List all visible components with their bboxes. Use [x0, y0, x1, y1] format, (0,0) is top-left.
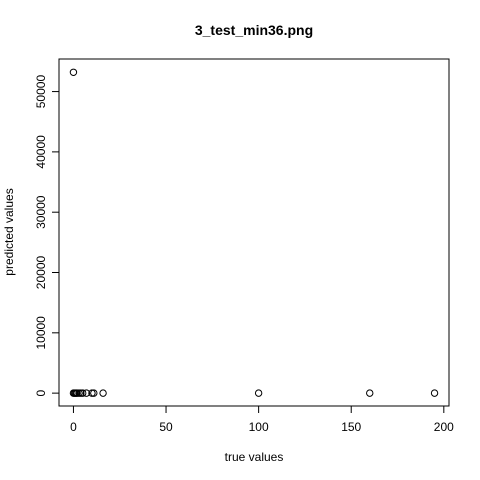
y-tick-label: 0	[34, 389, 48, 396]
data-point	[79, 389, 87, 397]
x-axis-label: true values	[225, 450, 284, 464]
y-tick-label: 30000	[34, 195, 48, 229]
data-point	[82, 389, 91, 397]
plot-frame	[58, 58, 450, 407]
x-axis: 0 50 100 150 200	[70, 405, 454, 434]
x-tick-label: 150	[341, 420, 361, 434]
x-tick-label: 50	[159, 420, 173, 434]
data-point	[254, 389, 263, 397]
data-point	[90, 389, 98, 397]
x-tick-label: 100	[249, 420, 269, 434]
data-point	[99, 389, 107, 397]
y-axis: 0 10000 20000 30000 40000 50000	[34, 75, 60, 396]
data-point	[366, 389, 374, 397]
chart-title: 3_test_min36.png	[195, 22, 313, 38]
data-point	[69, 68, 78, 76]
x-tick-label: 200	[434, 420, 454, 434]
y-tick-label: 20000	[34, 256, 48, 290]
data-point	[430, 389, 439, 397]
data-points	[69, 68, 439, 397]
y-axis-label: predicted values	[2, 188, 16, 275]
y-tick-label: 50000	[34, 75, 48, 109]
y-tick-label: 10000	[34, 316, 48, 350]
y-tick-label: 40000	[34, 135, 48, 169]
x-tick-label: 0	[70, 420, 77, 434]
